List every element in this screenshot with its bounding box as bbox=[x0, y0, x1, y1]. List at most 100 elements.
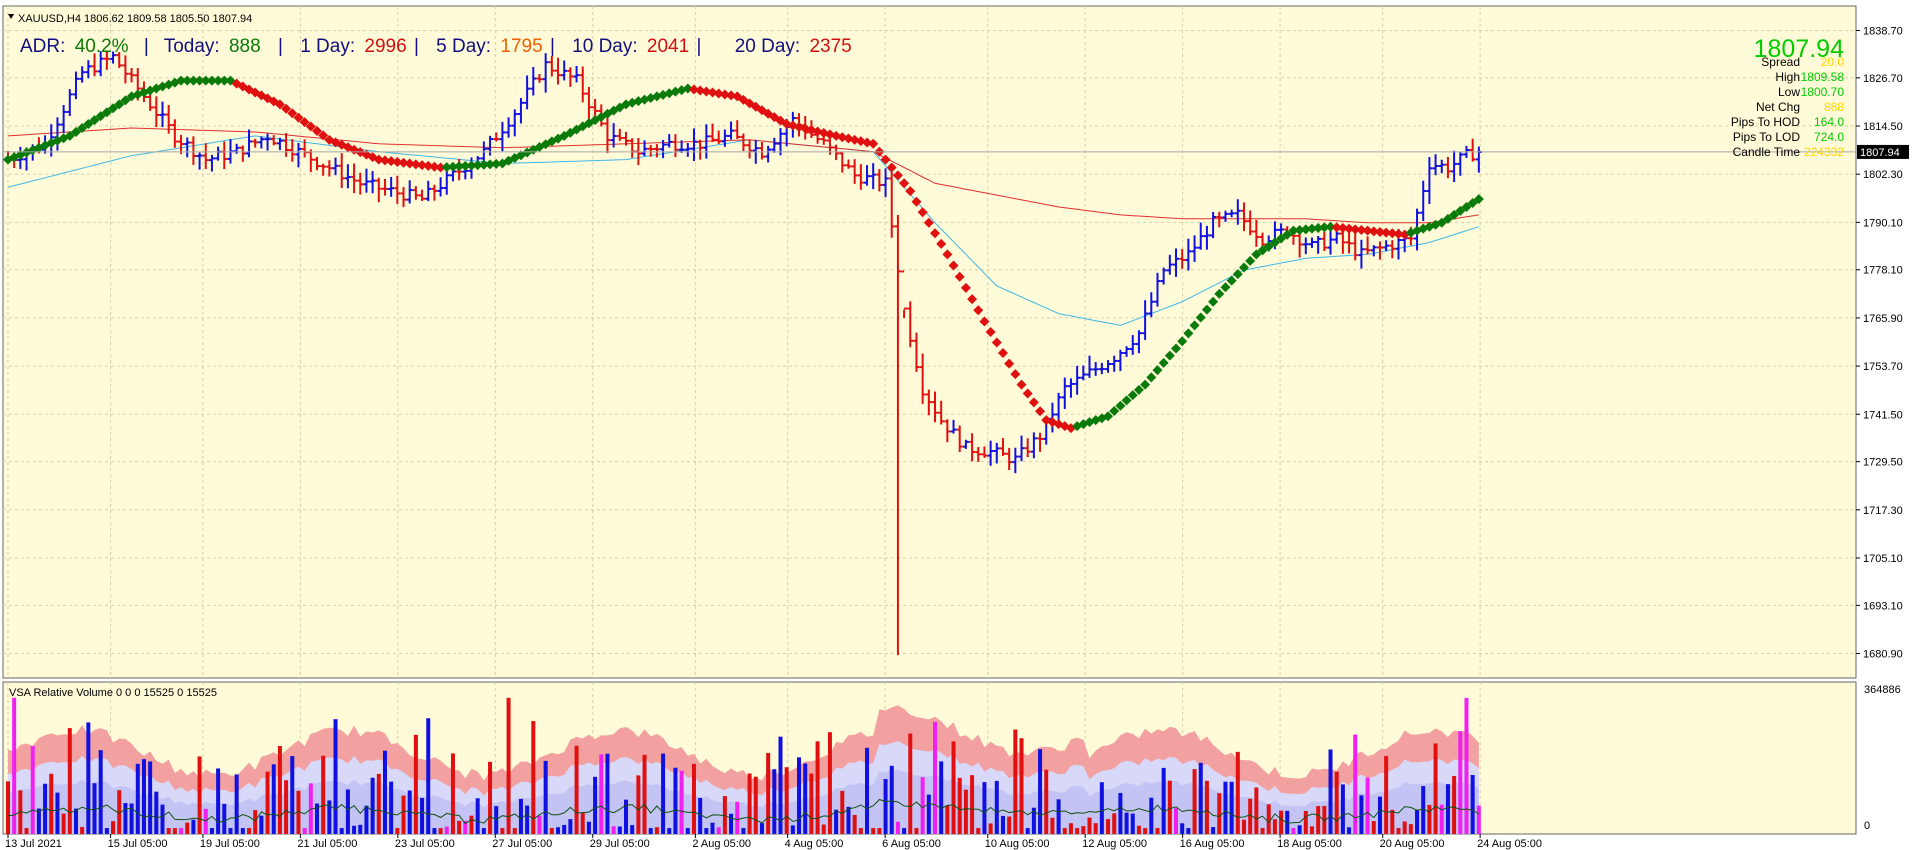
trend-dot bbox=[1344, 223, 1355, 234]
volume-bar bbox=[574, 745, 579, 834]
trend-dot bbox=[398, 157, 409, 168]
volume-histogram bbox=[6, 697, 1481, 834]
volume-bar bbox=[797, 757, 802, 834]
trend-dot bbox=[892, 170, 903, 181]
volume-bar bbox=[1297, 825, 1302, 834]
trend-dot bbox=[1189, 320, 1200, 331]
volume-bar bbox=[593, 776, 598, 834]
trend-dot bbox=[219, 75, 230, 86]
trend-dot bbox=[1028, 397, 1039, 408]
trend-dot bbox=[1276, 233, 1287, 244]
volume-bar bbox=[1198, 762, 1203, 834]
volume-bar bbox=[611, 826, 616, 834]
trend-dot bbox=[194, 75, 205, 86]
volume-bar bbox=[642, 754, 647, 834]
volume-bar bbox=[506, 697, 511, 834]
price-tick-label: 1790.10 bbox=[1863, 217, 1903, 229]
volume-bar bbox=[302, 828, 307, 834]
info-row-label: Net Chg bbox=[1756, 100, 1800, 114]
price-tick-label: 1729.50 bbox=[1863, 457, 1903, 469]
trend-dot bbox=[1158, 357, 1169, 368]
trend-dot bbox=[417, 160, 428, 171]
trend-dot bbox=[176, 75, 187, 86]
trend-dot bbox=[1183, 328, 1194, 339]
volume-bar bbox=[463, 820, 468, 834]
volume-bar bbox=[871, 828, 876, 834]
volume-bar bbox=[926, 794, 931, 834]
volume-bar bbox=[395, 828, 400, 834]
trend-dot bbox=[423, 160, 434, 171]
trend-dot bbox=[312, 125, 322, 136]
today-label: Today: bbox=[164, 36, 220, 57]
volume-bar bbox=[129, 803, 134, 834]
volume-bar bbox=[179, 828, 184, 834]
volume-bar bbox=[1180, 823, 1185, 834]
volume-bar bbox=[290, 756, 295, 834]
trend-dot bbox=[1226, 275, 1237, 286]
volume-bar bbox=[364, 805, 369, 834]
info-row-value: 20.0 bbox=[1821, 55, 1845, 69]
triangle-down-icon[interactable] bbox=[8, 14, 14, 19]
time-tick-label: 12 Aug 05:00 bbox=[1082, 838, 1147, 850]
trend-dot bbox=[188, 75, 199, 86]
volume-bar bbox=[846, 806, 851, 834]
volume-bar bbox=[1099, 782, 1104, 834]
volume-bar bbox=[420, 797, 425, 834]
volume-bar bbox=[469, 815, 474, 834]
today-value: 888 bbox=[229, 36, 261, 57]
trend-dot bbox=[1109, 405, 1120, 416]
trend-dot bbox=[274, 99, 285, 110]
trend-dot bbox=[1473, 194, 1484, 205]
ten-day-label: 10 Day: bbox=[572, 36, 637, 57]
volume-bar bbox=[370, 777, 375, 834]
volume-bar bbox=[945, 805, 950, 834]
price-axis[interactable]: 1838.70 1826.70 1814.50 1802.30 1790.10 1778.… bbox=[1856, 25, 1903, 661]
one-day-label: 1 Day: bbox=[300, 36, 355, 57]
volume-bar bbox=[654, 827, 659, 834]
volume-bar bbox=[543, 760, 548, 834]
volume-bar bbox=[1075, 828, 1080, 834]
time-axis[interactable]: 13 Jul 2021 15 Jul 05:00 19 Jul 05:00 21 Ju… bbox=[5, 834, 1542, 850]
volume-bar bbox=[92, 783, 97, 834]
volume-bar bbox=[1155, 828, 1160, 834]
volume-bar bbox=[840, 790, 845, 834]
volume-bar bbox=[976, 828, 981, 834]
volume-bar bbox=[852, 814, 857, 834]
trend-dot bbox=[1368, 226, 1379, 237]
volume-bar bbox=[1093, 823, 1098, 834]
volume-bar bbox=[605, 753, 610, 834]
volume-bar bbox=[1452, 776, 1457, 834]
volume-bar bbox=[933, 721, 937, 834]
price-tick-label: 1753.70 bbox=[1863, 361, 1903, 373]
volume-bar bbox=[1476, 805, 1481, 834]
volume-bar bbox=[228, 828, 233, 834]
volume-bar bbox=[253, 810, 258, 834]
trend-dot bbox=[89, 115, 100, 126]
volume-bar bbox=[1279, 810, 1284, 834]
volume-bar bbox=[49, 773, 54, 834]
volume-bar bbox=[525, 805, 530, 834]
trend-dot bbox=[991, 337, 1002, 348]
price-tick-label: 1693.10 bbox=[1863, 600, 1903, 612]
time-tick-label: 2 Aug 05:00 bbox=[692, 838, 751, 850]
volume-bar bbox=[691, 763, 696, 834]
volume-bar bbox=[1106, 819, 1111, 834]
trend-dot bbox=[979, 316, 990, 327]
volume-bar bbox=[1328, 749, 1333, 834]
volume-bar bbox=[685, 828, 690, 834]
volume-bar bbox=[914, 828, 919, 834]
volume-bar bbox=[172, 828, 177, 834]
trend-dot bbox=[726, 90, 737, 101]
volume-bar bbox=[475, 798, 480, 834]
volume-bar bbox=[1019, 738, 1024, 834]
volume-bar bbox=[599, 754, 604, 834]
volume-bar bbox=[1161, 767, 1166, 834]
volume-bar bbox=[963, 789, 968, 834]
trend-dot bbox=[1239, 262, 1249, 273]
trend-dot bbox=[447, 161, 458, 172]
volume-bar bbox=[1087, 817, 1092, 834]
volume-bar bbox=[222, 803, 227, 834]
volume-bar bbox=[141, 759, 146, 834]
trend-dot bbox=[1022, 388, 1033, 399]
